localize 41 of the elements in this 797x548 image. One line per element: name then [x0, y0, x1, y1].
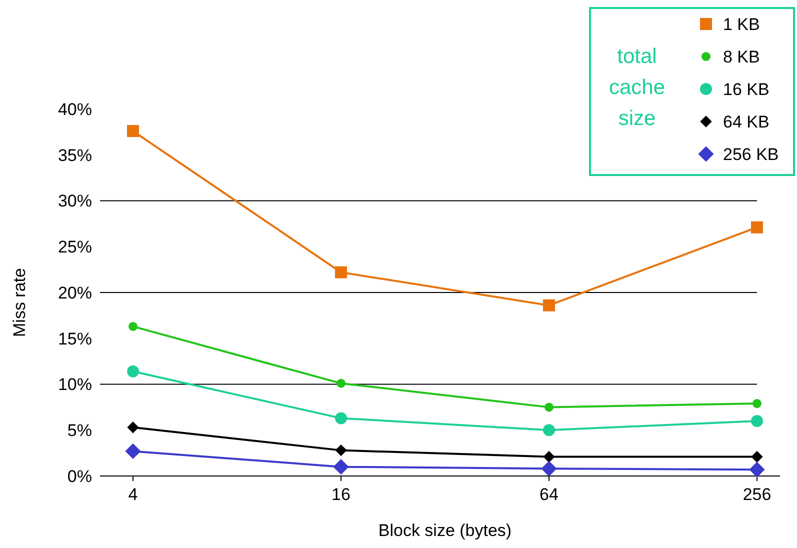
point [333, 459, 349, 475]
x-tick-label: 4 [128, 485, 138, 504]
point [336, 378, 346, 388]
point [335, 412, 347, 424]
x-tick-label: 256 [742, 485, 772, 504]
legend-label: 8 KB [723, 47, 760, 66]
y-tick-label: 20% [58, 283, 92, 302]
legend-label: 1 KB [723, 14, 760, 34]
legend-label: 64 KB [723, 112, 770, 132]
point [543, 424, 555, 436]
point [127, 365, 139, 378]
y-tick-label: 40% [58, 100, 92, 119]
point [125, 443, 141, 460]
point [752, 399, 762, 408]
x-tick-label: 16 [332, 485, 350, 504]
y-tick-label: 10% [58, 375, 92, 394]
point [541, 460, 557, 476]
point [751, 450, 763, 463]
point [335, 444, 347, 456]
point [127, 422, 139, 434]
legend-title: total cache size [608, 45, 666, 130]
point [127, 125, 139, 138]
point [749, 462, 765, 478]
y-tick-label: 0% [67, 466, 92, 486]
legend-label: 16 KB [723, 80, 770, 99]
y-tick-label: 15% [58, 329, 92, 348]
y-tick-label: 25% [58, 238, 92, 257]
point [544, 402, 554, 412]
point [543, 450, 555, 463]
point [543, 299, 555, 312]
y-tick-label: 35% [58, 146, 92, 165]
y-tick-label: 30% [58, 192, 92, 211]
x-axis-title: Block size (bytes) [378, 521, 512, 540]
point [751, 414, 763, 427]
point [751, 221, 763, 234]
point [335, 266, 347, 278]
point [128, 322, 138, 331]
y-tick-label: 5% [67, 421, 92, 440]
y-axis-title: Miss rate [10, 268, 29, 337]
legend-label: 256 KB [723, 144, 779, 164]
x-tick-label: 64 [540, 485, 558, 504]
